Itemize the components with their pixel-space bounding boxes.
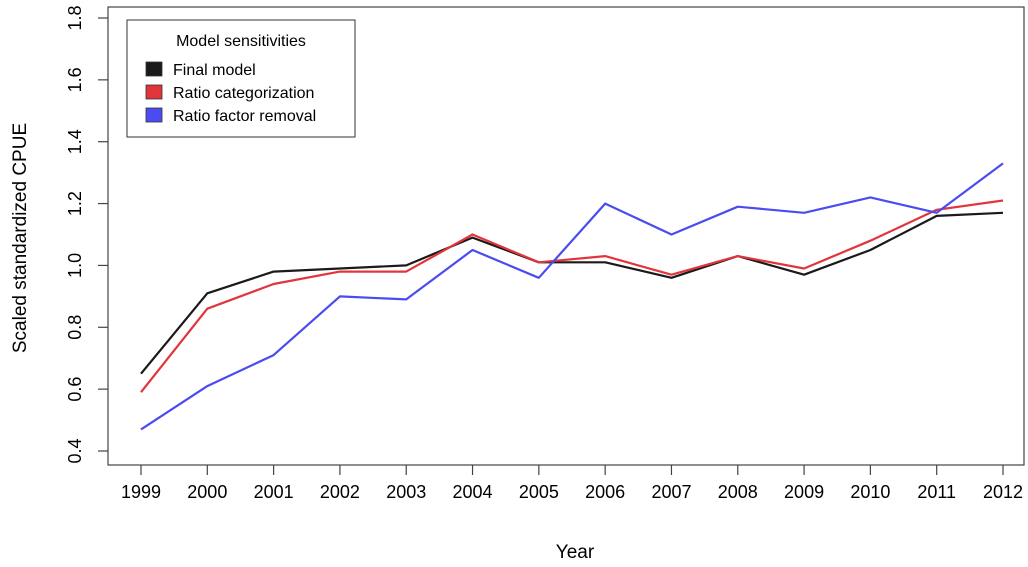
- x-tick-label-2000: 2000: [187, 482, 227, 502]
- y-tick-label-1.2: 1.2: [65, 191, 85, 216]
- x-axis-label: Year: [556, 542, 595, 563]
- y-tick-label-0.8: 0.8: [65, 315, 85, 340]
- series-layer: [140, 162, 1004, 431]
- x-tick-label-2010: 2010: [850, 482, 890, 502]
- legend-swatch-ratio-factor-removal: [145, 107, 163, 123]
- x-axis: 1999 2000 2001 2002 2003 2004 2005 2006 2007 2008…: [121, 465, 1023, 502]
- legend-label-ratio-factor-removal: Ratio factor removal: [173, 108, 316, 125]
- y-tick-label-1.8: 1.8: [65, 5, 85, 30]
- legend-title: Model sensitivities: [176, 33, 306, 50]
- y-tick-label-0.6: 0.6: [65, 377, 85, 402]
- x-tick-label-2012: 2012: [983, 482, 1023, 502]
- x-tick-label-2011: 2011: [917, 482, 956, 502]
- x-tick-label-2003: 2003: [386, 482, 426, 502]
- x-tick-label-2004: 2004: [453, 482, 493, 502]
- y-tick-label-1.6: 1.6: [65, 67, 85, 92]
- legend-box: [126, 19, 356, 138]
- y-tick-label-1.0: 1.0: [65, 253, 85, 278]
- y-axis: 0.4 0.6 0.8 1.0 1.2 1.4 1.6 1.8: [65, 5, 108, 464]
- x-tick-label-2007: 2007: [651, 482, 691, 502]
- series-line-ratio-categorization: [140, 199, 1004, 393]
- y-tick-label-1.4: 1.4: [65, 129, 85, 154]
- x-tick-label-1999: 1999: [121, 482, 161, 502]
- x-tick-label-2006: 2006: [585, 482, 625, 502]
- legend-swatch-final-model: [145, 61, 163, 77]
- legend-label-ratio-categorization: Ratio categorization: [173, 85, 314, 102]
- series-line-ratio-factor-removal: [140, 162, 1004, 431]
- y-axis-label: Scaled standardized CPUE: [10, 123, 31, 353]
- plot-frame: [107, 6, 1025, 466]
- series-line-final-model: [140, 211, 1004, 375]
- x-tick-label-2002: 2002: [320, 482, 360, 502]
- x-tick-label-2008: 2008: [718, 482, 758, 502]
- y-tick-label-0.4: 0.4: [65, 438, 85, 463]
- x-tick-label-2005: 2005: [519, 482, 559, 502]
- x-tick-label-2009: 2009: [784, 482, 824, 502]
- legend: Model sensitivities Final model Ratio ca…: [126, 19, 356, 138]
- legend-swatch-ratio-categorization: [145, 84, 163, 100]
- legend-label-final-model: Final model: [173, 62, 256, 79]
- x-tick-label-2001: 2001: [254, 482, 294, 502]
